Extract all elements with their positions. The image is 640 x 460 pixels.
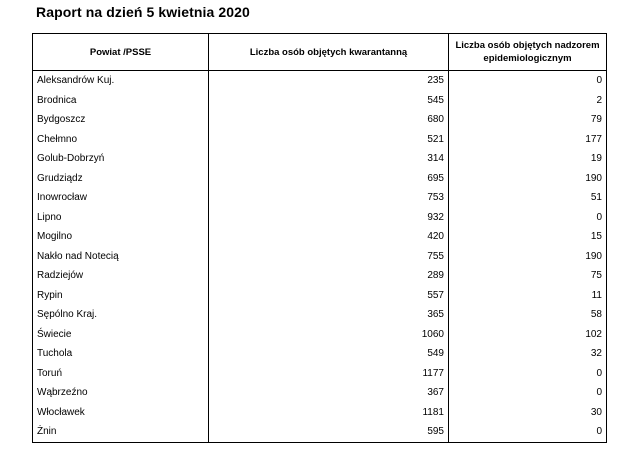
cell-quarantine-count: 549 xyxy=(208,344,449,364)
cell-supervision-count: 51 xyxy=(448,188,607,208)
cell-powiat: Świecie xyxy=(32,324,209,344)
cell-quarantine-count: 753 xyxy=(208,188,449,208)
cell-quarantine-count: 1177 xyxy=(208,363,449,383)
cell-powiat: Brodnica xyxy=(32,90,209,110)
cell-supervision-count: 0 xyxy=(448,207,607,227)
table-row: Grudziądz 695 190 xyxy=(32,168,607,188)
cell-supervision-count: 0 xyxy=(448,422,607,443)
column-header-quarantine: Liczba osób objętych kwarantanną xyxy=(208,33,449,71)
cell-powiat: Aleksandrów Kuj. xyxy=(32,70,209,91)
cell-supervision-count: 2 xyxy=(448,90,607,110)
table-row: Bydgoszcz 680 79 xyxy=(32,110,607,130)
table-row: Lipno 932 0 xyxy=(32,207,607,227)
cell-supervision-count: 190 xyxy=(448,168,607,188)
cell-quarantine-count: 557 xyxy=(208,285,449,305)
cell-quarantine-count: 595 xyxy=(208,422,449,443)
cell-supervision-count: 30 xyxy=(448,402,607,422)
table-row: Włocławek 1181 30 xyxy=(32,402,607,422)
cell-quarantine-count: 365 xyxy=(208,305,449,325)
column-header-supervision: Liczba osób objętych nadzorem epidemiolo… xyxy=(448,33,607,71)
cell-quarantine-count: 289 xyxy=(208,266,449,286)
cell-quarantine-count: 680 xyxy=(208,110,449,130)
cell-supervision-count: 0 xyxy=(448,70,607,91)
cell-quarantine-count: 521 xyxy=(208,129,449,149)
cell-quarantine-count: 545 xyxy=(208,90,449,110)
cell-powiat: Toruń xyxy=(32,363,209,383)
cell-supervision-count: 58 xyxy=(448,305,607,325)
cell-powiat: Wąbrzeźno xyxy=(32,383,209,403)
column-header-powiat: Powiat /PSSE xyxy=(32,33,209,71)
cell-quarantine-count: 314 xyxy=(208,149,449,169)
cell-quarantine-count: 1060 xyxy=(208,324,449,344)
table-row: Sępólno Kraj. 365 58 xyxy=(32,305,607,325)
table-row: Radziejów 289 75 xyxy=(32,266,607,286)
cell-quarantine-count: 1181 xyxy=(208,402,449,422)
table-row: Chełmno 521 177 xyxy=(32,129,607,149)
cell-powiat: Chełmno xyxy=(32,129,209,149)
cell-powiat: Sępólno Kraj. xyxy=(32,305,209,325)
report-table: Powiat /PSSE Liczba osób objętych kwaran… xyxy=(32,33,607,443)
cell-supervision-count: 15 xyxy=(448,227,607,247)
cell-powiat: Golub-Dobrzyń xyxy=(32,149,209,169)
cell-supervision-count: 19 xyxy=(448,149,607,169)
cell-powiat: Tuchola xyxy=(32,344,209,364)
cell-quarantine-count: 367 xyxy=(208,383,449,403)
table-row: Golub-Dobrzyń 314 19 xyxy=(32,149,607,169)
table-row: Inowrocław 753 51 xyxy=(32,188,607,208)
cell-supervision-count: 0 xyxy=(448,383,607,403)
table-row: Nakło nad Notecią 755 190 xyxy=(32,246,607,266)
cell-powiat: Rypin xyxy=(32,285,209,305)
cell-quarantine-count: 695 xyxy=(208,168,449,188)
table-header-row: Powiat /PSSE Liczba osób objętych kwaran… xyxy=(32,33,607,71)
cell-powiat: Inowrocław xyxy=(32,188,209,208)
cell-quarantine-count: 755 xyxy=(208,246,449,266)
cell-powiat: Nakło nad Notecią xyxy=(32,246,209,266)
cell-powiat: Żnin xyxy=(32,422,209,443)
cell-quarantine-count: 235 xyxy=(208,70,449,91)
cell-supervision-count: 0 xyxy=(448,363,607,383)
table-row: Żnin 595 0 xyxy=(32,422,607,443)
table-row: Aleksandrów Kuj. 235 0 xyxy=(32,70,607,91)
cell-quarantine-count: 932 xyxy=(208,207,449,227)
cell-supervision-count: 32 xyxy=(448,344,607,364)
cell-powiat: Mogilno xyxy=(32,227,209,247)
cell-supervision-count: 75 xyxy=(448,266,607,286)
cell-powiat: Grudziądz xyxy=(32,168,209,188)
table-row: Tuchola 549 32 xyxy=(32,344,607,364)
cell-powiat: Radziejów xyxy=(32,266,209,286)
table-row: Rypin 557 11 xyxy=(32,285,607,305)
cell-supervision-count: 177 xyxy=(448,129,607,149)
cell-powiat: Bydgoszcz xyxy=(32,110,209,130)
table-row: Wąbrzeźno 367 0 xyxy=(32,383,607,403)
cell-powiat: Włocławek xyxy=(32,402,209,422)
cell-powiat: Lipno xyxy=(32,207,209,227)
table-row: Mogilno 420 15 xyxy=(32,227,607,247)
report-title: Raport na dzień 5 kwietnia 2020 xyxy=(36,4,250,20)
cell-supervision-count: 11 xyxy=(448,285,607,305)
table-row: Świecie 1060 102 xyxy=(32,324,607,344)
cell-supervision-count: 79 xyxy=(448,110,607,130)
table-row: Brodnica 545 2 xyxy=(32,90,607,110)
table-row: Toruń 1177 0 xyxy=(32,363,607,383)
cell-supervision-count: 102 xyxy=(448,324,607,344)
cell-supervision-count: 190 xyxy=(448,246,607,266)
cell-quarantine-count: 420 xyxy=(208,227,449,247)
